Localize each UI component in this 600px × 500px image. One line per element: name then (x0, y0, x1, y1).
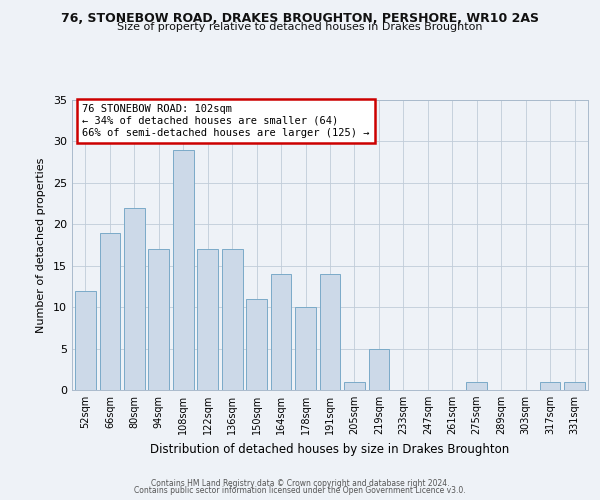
Text: 76, STONEBOW ROAD, DRAKES BROUGHTON, PERSHORE, WR10 2AS: 76, STONEBOW ROAD, DRAKES BROUGHTON, PER… (61, 12, 539, 26)
Bar (173, 150, 194, 390)
Text: Contains public sector information licensed under the Open Government Licence v3: Contains public sector information licen… (134, 486, 466, 495)
Bar (540, 382, 560, 390)
Bar (368, 348, 389, 390)
Bar (124, 208, 145, 390)
Bar (100, 232, 120, 390)
Bar (75, 290, 96, 390)
X-axis label: Distribution of detached houses by size in Drakes Broughton: Distribution of detached houses by size … (151, 442, 509, 456)
Text: Contains HM Land Registry data © Crown copyright and database right 2024.: Contains HM Land Registry data © Crown c… (151, 478, 449, 488)
Bar (148, 249, 169, 390)
Bar (271, 274, 292, 390)
Bar (246, 299, 267, 390)
Text: 76 STONEBOW ROAD: 102sqm
← 34% of detached houses are smaller (64)
66% of semi-d: 76 STONEBOW ROAD: 102sqm ← 34% of detach… (82, 104, 370, 138)
Text: Size of property relative to detached houses in Drakes Broughton: Size of property relative to detached ho… (117, 22, 483, 32)
Bar (295, 307, 316, 390)
Bar (197, 249, 218, 390)
Bar (344, 382, 365, 390)
Bar (222, 249, 242, 390)
Y-axis label: Number of detached properties: Number of detached properties (36, 158, 46, 332)
Bar (466, 382, 487, 390)
Bar (564, 382, 585, 390)
Bar (320, 274, 340, 390)
